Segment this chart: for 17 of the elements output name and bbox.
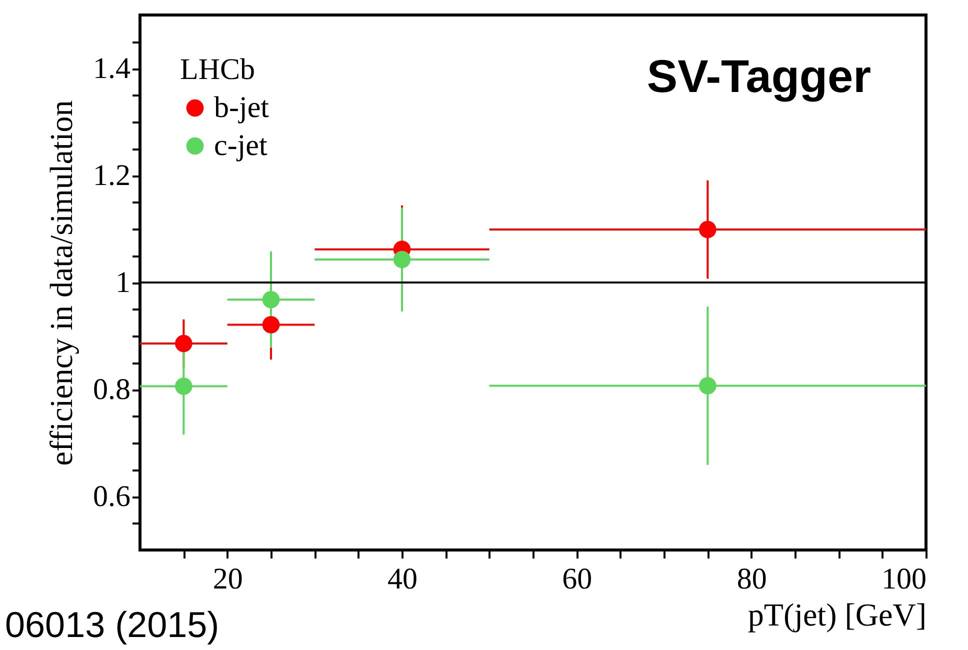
x-tick-label: 100 [882, 562, 926, 596]
y-axis-title: efficiency in data/simulation [43, 100, 79, 466]
y-tick-label: 0.6 [93, 480, 130, 513]
x-axis-title: pT(jet) [GeV] [748, 596, 926, 632]
x-tick-label: 60 [562, 562, 592, 596]
x-tick-label: 20 [212, 562, 243, 596]
y-tick-label: 1 [116, 266, 130, 299]
x-tick-label: 80 [736, 562, 767, 596]
legend-label: b-jet [214, 91, 270, 124]
y-tick-label: 1.4 [93, 52, 130, 85]
text: 06013 (2015) [5, 604, 220, 645]
legend-label: c-jet [214, 129, 268, 162]
y-tick-label: 1.2 [93, 159, 130, 192]
y-tick-label: 0.8 [93, 373, 130, 406]
legend-title: LHCb [180, 53, 255, 86]
annotation: SV-Tagger [646, 50, 872, 102]
x-tick-label: 40 [388, 562, 418, 596]
